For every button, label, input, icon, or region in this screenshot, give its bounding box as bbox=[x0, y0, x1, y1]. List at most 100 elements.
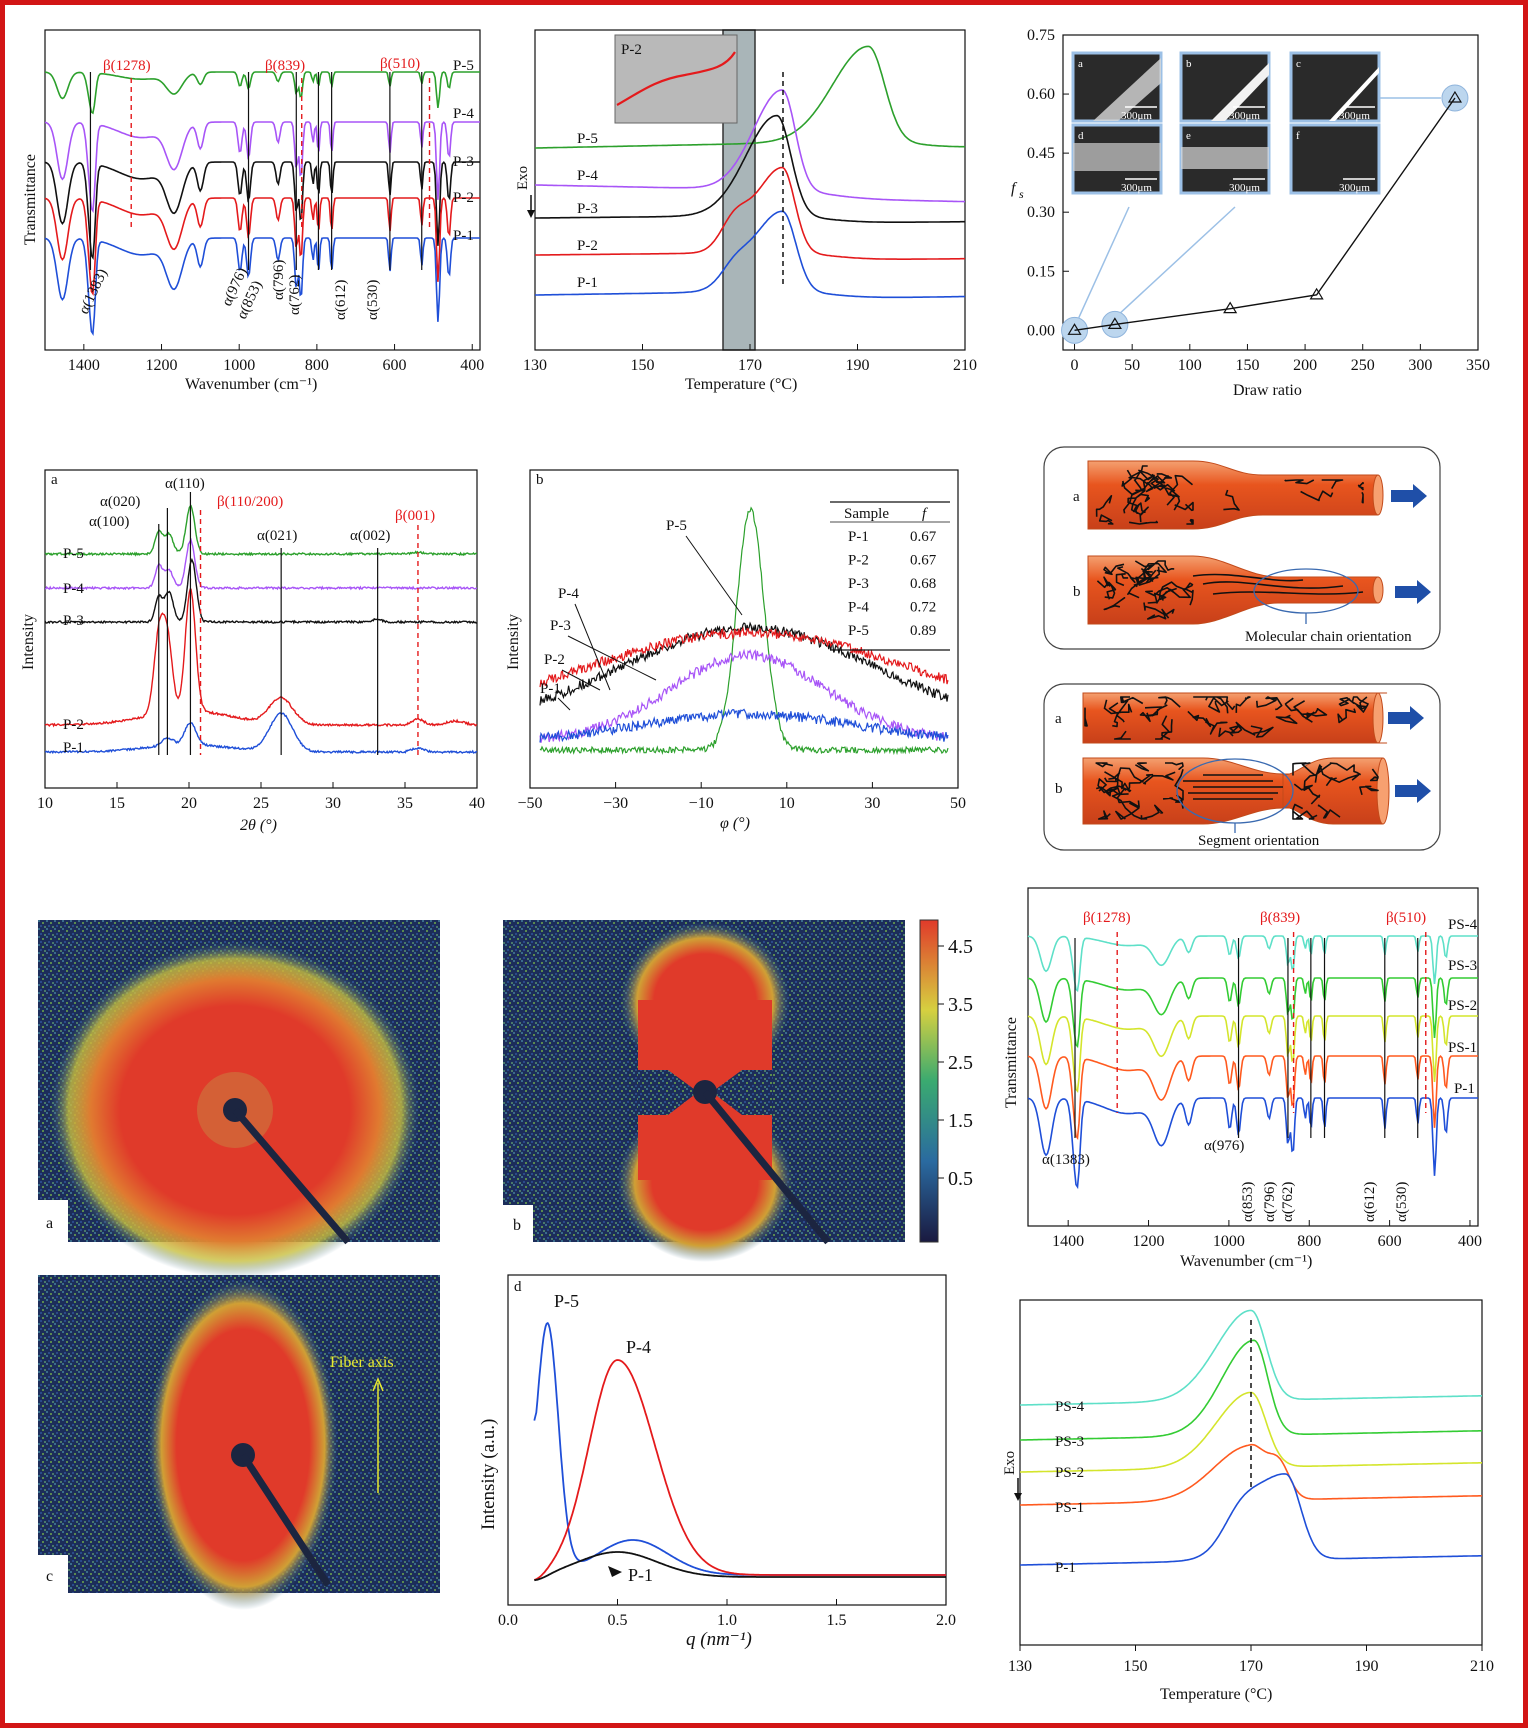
y-axis-label: f bbox=[1011, 180, 1018, 197]
series-label: P-1 bbox=[63, 740, 84, 756]
x-tick-label: 0.0 bbox=[498, 1612, 518, 1629]
xrd-series bbox=[44, 711, 478, 755]
table-cell: P-2 bbox=[848, 553, 869, 569]
fs-line bbox=[1074, 97, 1456, 332]
x-tick-label: 50 bbox=[950, 795, 966, 812]
peak-label: β(001) bbox=[395, 508, 435, 524]
x-tick-label: 250 bbox=[1351, 357, 1375, 374]
series-pointer bbox=[608, 1566, 622, 1577]
saxs-series bbox=[533, 1359, 946, 1581]
plot-frame bbox=[529, 469, 959, 789]
alpha-label: α(796) bbox=[271, 260, 287, 300]
azimuth-series bbox=[539, 506, 949, 756]
scale-label: 300μm bbox=[1229, 110, 1260, 122]
draw-direction-arrow bbox=[1391, 484, 1427, 508]
x-tick-label: −10 bbox=[689, 795, 714, 812]
x-tick-label: 35 bbox=[397, 795, 413, 812]
x-tick-label: 1000 bbox=[1213, 1233, 1245, 1250]
saxs-series bbox=[534, 1551, 946, 1582]
exo-arrow-head bbox=[1014, 1493, 1022, 1501]
fs-panel: 0 50 100 150 200 250 300 350 0.00 0.15 0.30 0.45 0.6… bbox=[1011, 27, 1490, 405]
series-label: P-2 bbox=[453, 190, 474, 206]
series-label: PS-3 bbox=[1055, 1434, 1084, 1450]
series-label: PS-4 bbox=[1055, 1399, 1085, 1415]
dsc-series bbox=[1020, 1473, 1482, 1566]
series-label: P-1 bbox=[577, 275, 598, 291]
x-tick-label: 25 bbox=[253, 795, 269, 812]
x-axis-label: φ (°) bbox=[720, 815, 750, 832]
micrograph-f: f 300μm bbox=[1289, 123, 1381, 195]
beta-label: β(1278) bbox=[103, 58, 151, 74]
x-tick-label: 10 bbox=[37, 795, 53, 812]
beta-label: β(1278) bbox=[1083, 910, 1131, 926]
saxs-image-b: b bbox=[503, 920, 905, 1262]
scale-label: 300μm bbox=[1121, 182, 1152, 194]
image-letter: b bbox=[513, 1217, 521, 1234]
dsc-series bbox=[1020, 1309, 1482, 1406]
y-axis-subscript: s bbox=[1019, 187, 1024, 201]
x-axis-label: q (nm⁻¹) bbox=[686, 1629, 752, 1650]
saxs-profile-chart: d P-5 P-4 P-1 0.0 0.5 1.0 1.5 2.0 q (nm⁻¹) I… bbox=[478, 1274, 956, 1650]
alpha-label: α(976) bbox=[1204, 1138, 1244, 1154]
xrd-series bbox=[44, 557, 478, 625]
series-label: P-5 bbox=[63, 546, 84, 562]
azimuth-panel: b P-5 P-4 P-3 P-2 P-1 Sample f P-1 0.67 P-… bbox=[505, 469, 966, 840]
fs-marker bbox=[1223, 301, 1238, 314]
dsc-panel-top: P-2 P-5 P-4 P-3 P-2 P-1 Exo 130 150 170 190… bbox=[515, 29, 977, 400]
x-tick-label: 0 bbox=[1071, 357, 1079, 374]
micrograph-letter: f bbox=[1296, 130, 1300, 142]
scale-label: 300μm bbox=[1121, 110, 1152, 122]
micrograph-letter: c bbox=[1296, 58, 1301, 70]
schematic-bottom: a b Segment orientation bbox=[1043, 683, 1441, 851]
inset bbox=[614, 34, 738, 124]
x-tick-label: 15 bbox=[109, 795, 125, 812]
azimuth-series bbox=[539, 626, 949, 688]
series-label: P-2 bbox=[63, 717, 84, 733]
spectrum-series bbox=[1027, 1055, 1478, 1141]
y-axis-label: Transmittance bbox=[22, 154, 39, 245]
plot-frame bbox=[1027, 887, 1479, 1227]
alpha-label: α(612) bbox=[1362, 1182, 1378, 1222]
x-tick-label: 400 bbox=[1458, 1233, 1482, 1250]
saxs-image-c-svg: Fiber axis c bbox=[38, 1275, 440, 1610]
scale-label: 300μm bbox=[1339, 110, 1370, 122]
plot-frame bbox=[1062, 34, 1479, 351]
dsc-series bbox=[535, 89, 965, 203]
peak-label: α(020) bbox=[100, 494, 140, 510]
xrd-series bbox=[44, 537, 478, 591]
panel-letter: b bbox=[536, 472, 544, 488]
x-tick-label: 170 bbox=[738, 357, 762, 374]
x-axis-label: Wavenumber (cm⁻¹) bbox=[185, 376, 317, 393]
micrograph-d: d 300μm bbox=[1071, 123, 1163, 195]
saxs-colorbar: 4.5 3.5 2.5 1.5 0.5 bbox=[919, 919, 1000, 1243]
xrd-series bbox=[44, 504, 478, 557]
schematic-letter: a bbox=[1073, 489, 1080, 505]
azimuth-series bbox=[539, 621, 949, 706]
colorbar-tick-label: 2.5 bbox=[948, 1052, 973, 1074]
x-tick-label: 190 bbox=[1355, 1658, 1379, 1675]
x-tick-label: 100 bbox=[1178, 357, 1202, 374]
x-axis-label: 2θ (°) bbox=[240, 817, 277, 834]
x-tick-label: 190 bbox=[846, 357, 870, 374]
inset-label: P-2 bbox=[621, 42, 642, 58]
scale-label: 300μm bbox=[1229, 182, 1260, 194]
x-tick-label: 400 bbox=[460, 357, 484, 374]
x-tick-label: 30 bbox=[864, 795, 880, 812]
x-tick-label: 210 bbox=[1470, 1658, 1494, 1675]
spectrum-series bbox=[1027, 1015, 1478, 1094]
fiber-band bbox=[1093, 58, 1161, 121]
x-tick-label: −50 bbox=[517, 795, 542, 812]
series-label: P-3 bbox=[577, 201, 598, 217]
ftir-bottom-chart: β(1278) β(839) β(510) PS-4 PS-3 PS-2 PS-… bbox=[1003, 887, 1482, 1270]
draw-direction-arrow bbox=[1395, 580, 1431, 604]
x-axis-label: Wavenumber (cm⁻¹) bbox=[1180, 1253, 1312, 1270]
schematic-chain-orientation: a b Molecular chain orientation bbox=[1043, 446, 1441, 650]
x-axis-label: Draw ratio bbox=[1233, 382, 1302, 399]
x-tick-label: 20 bbox=[181, 795, 197, 812]
schematic-caption: Molecular chain orientation bbox=[1245, 629, 1412, 645]
callout-line bbox=[1077, 206, 1130, 319]
colorbar-tick-label: 0.5 bbox=[948, 1168, 973, 1190]
x-tick-label: 800 bbox=[1297, 1233, 1321, 1250]
micrograph-frame bbox=[1289, 123, 1381, 195]
fiber-band bbox=[1211, 63, 1269, 121]
